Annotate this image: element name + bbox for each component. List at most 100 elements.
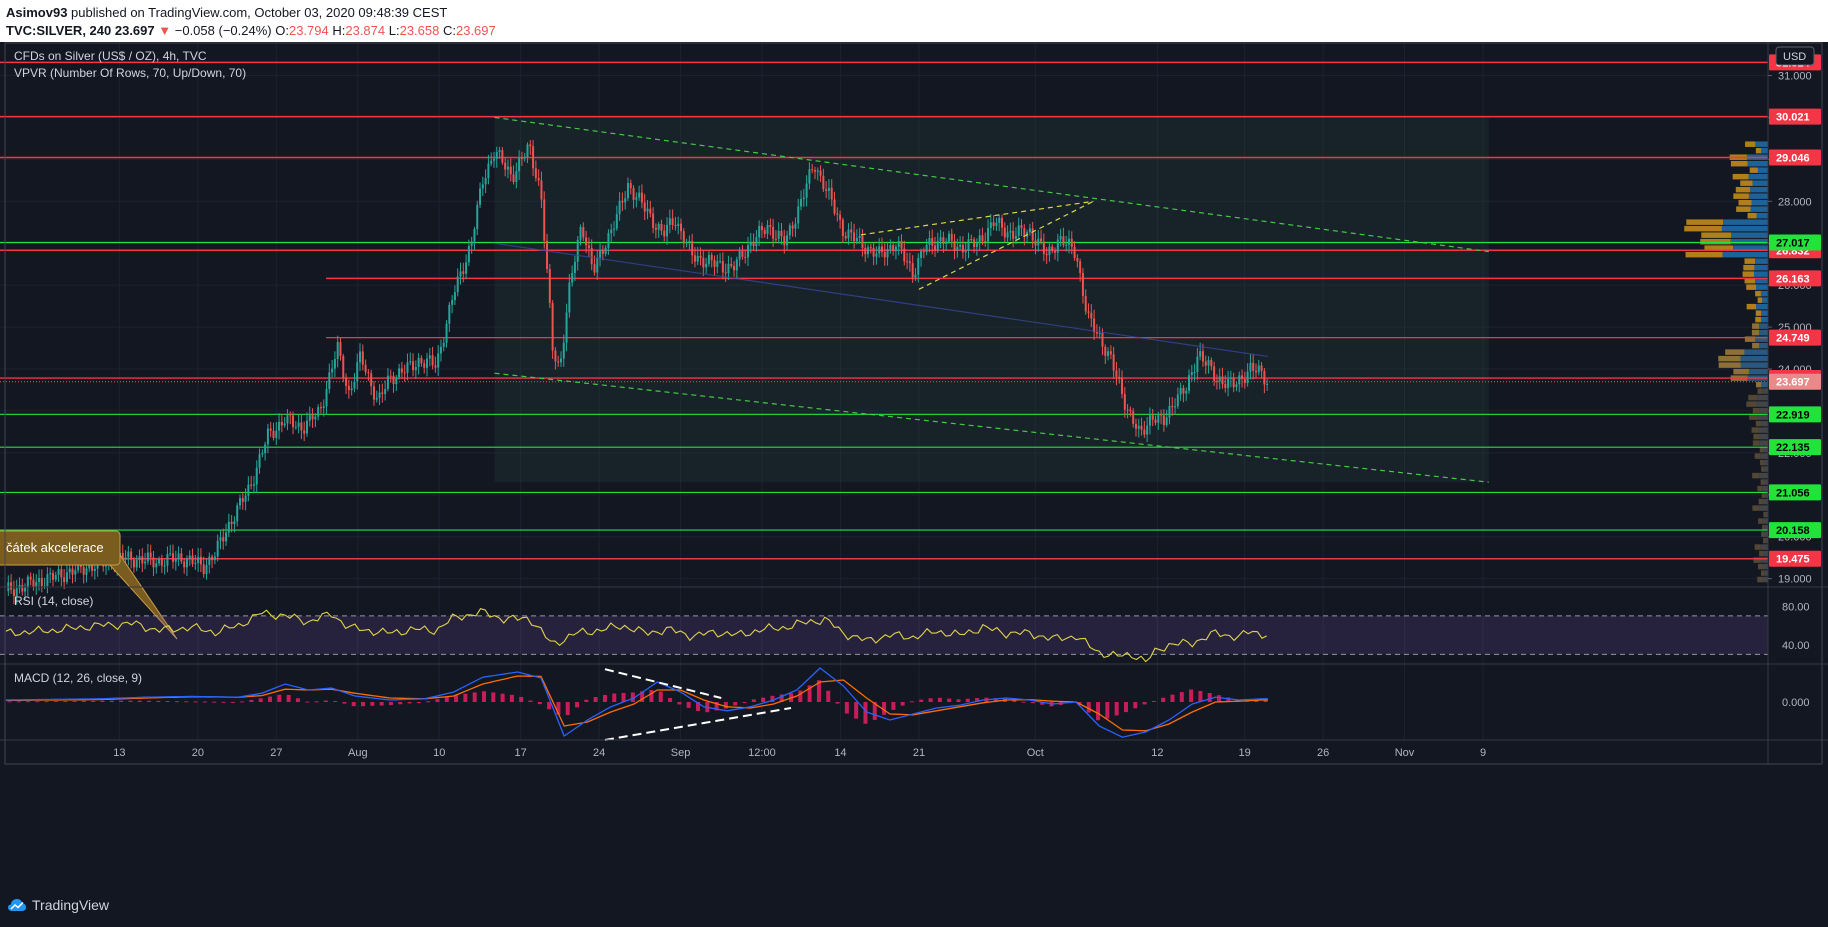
author-name[interactable]: Asimov93 bbox=[6, 5, 68, 20]
candle-body bbox=[364, 364, 367, 373]
macd-histogram-bar bbox=[798, 690, 803, 702]
candle-body bbox=[1059, 236, 1062, 240]
vpvr-bar-down bbox=[1755, 316, 1761, 323]
vpvr-bar-up bbox=[1762, 576, 1768, 583]
candle-body bbox=[453, 292, 456, 300]
candle-body bbox=[883, 251, 886, 258]
chart-background bbox=[0, 42, 1828, 885]
candle-body bbox=[864, 247, 867, 255]
candle-body bbox=[607, 233, 610, 248]
candle-body bbox=[1076, 257, 1079, 262]
candle-body bbox=[610, 229, 613, 234]
candle-body bbox=[311, 413, 314, 420]
candle-body bbox=[1243, 378, 1246, 383]
candle-body bbox=[1028, 228, 1031, 233]
time-tick-label: Sep bbox=[671, 747, 691, 759]
last-price: 23.697 bbox=[114, 23, 155, 38]
candle-body bbox=[350, 388, 353, 391]
vpvr-bar-up bbox=[1748, 368, 1768, 375]
candle-body bbox=[325, 389, 328, 407]
candle-body bbox=[1014, 235, 1017, 239]
candle-body bbox=[1140, 425, 1143, 430]
macd-histogram-bar bbox=[407, 702, 412, 704]
macd-histogram-bar bbox=[230, 701, 235, 703]
macd-histogram-bar bbox=[156, 700, 161, 702]
candle-body bbox=[512, 174, 515, 182]
time-tick-label: 10 bbox=[433, 747, 445, 759]
macd-histogram-bar bbox=[807, 685, 812, 702]
time-tick-label: 21 bbox=[913, 747, 925, 759]
level-label-bg bbox=[1769, 550, 1821, 567]
vpvr-bar-down bbox=[1757, 563, 1763, 570]
candle-body bbox=[903, 248, 906, 262]
candle-body bbox=[724, 272, 727, 274]
candle-body bbox=[836, 213, 839, 215]
macd-histogram-bar bbox=[268, 696, 273, 702]
macd-histogram-bar bbox=[1189, 689, 1194, 702]
macd-histogram-bar bbox=[630, 692, 635, 702]
wedge-upper-line bbox=[860, 200, 1094, 236]
macd-histogram-bar bbox=[1217, 695, 1222, 702]
vpvr-bar-up bbox=[1759, 342, 1768, 349]
candle-body bbox=[289, 413, 292, 416]
candle-body bbox=[934, 245, 937, 251]
macd-histogram-bar bbox=[416, 702, 421, 703]
annotation-callout[interactable]: čátek akcelerace bbox=[0, 530, 178, 640]
candle-body bbox=[1210, 360, 1213, 367]
candle-body bbox=[914, 274, 917, 278]
vpvr-bar-down bbox=[1740, 180, 1753, 186]
candle-body bbox=[880, 246, 883, 252]
candle-body bbox=[562, 342, 565, 359]
macd-histogram-bar bbox=[658, 691, 663, 702]
candle-body bbox=[21, 584, 24, 592]
candle-body bbox=[353, 381, 356, 389]
currency-box bbox=[1775, 46, 1815, 66]
candle-body bbox=[264, 444, 267, 454]
candle-body bbox=[1129, 409, 1132, 412]
candle-body bbox=[250, 484, 253, 486]
vpvr-bar-down bbox=[1759, 550, 1764, 557]
vpvr-bar-up bbox=[1759, 407, 1768, 414]
close-value: 23.697 bbox=[455, 23, 496, 38]
candle-body bbox=[585, 237, 588, 246]
candle-body bbox=[506, 166, 509, 170]
macd-histogram-bar bbox=[277, 694, 282, 702]
vpvr-bar-down bbox=[1751, 329, 1760, 336]
vpvr-bar-up bbox=[1755, 336, 1768, 342]
chart-area[interactable]: čátek akcelerace 19.00020.00021.00022.00… bbox=[0, 42, 1828, 885]
candle-body bbox=[1241, 375, 1244, 379]
candle-body bbox=[121, 552, 124, 560]
currency-button[interactable]: USD bbox=[1775, 46, 1815, 66]
candle-body bbox=[252, 484, 255, 486]
vpvr-bar-down bbox=[1746, 303, 1757, 310]
candle-body bbox=[816, 170, 819, 172]
level-label: 23.697 bbox=[1776, 377, 1810, 389]
candle-body bbox=[60, 569, 63, 578]
vpvr-bar-up bbox=[1760, 316, 1768, 323]
candle-body bbox=[702, 257, 705, 268]
trend-lines[interactable] bbox=[494, 116, 1489, 483]
vpvr-bar-down bbox=[1730, 160, 1748, 167]
time-axis[interactable]: 13 20 27 Aug 10 17 24 Sep 12:00 14 21 Oct 12 19 26 Nov 9 bbox=[113, 747, 1486, 759]
candle-body bbox=[680, 223, 683, 232]
candle-body bbox=[615, 214, 618, 229]
candle-body bbox=[1132, 411, 1135, 424]
candle-body bbox=[82, 566, 85, 575]
macd-histogram-bar bbox=[1151, 701, 1156, 703]
candle-body bbox=[629, 183, 632, 189]
vpvr-bar-down bbox=[1701, 232, 1732, 238]
candle-body bbox=[987, 228, 990, 242]
vpvr-bar-up bbox=[1756, 401, 1768, 407]
tradingview-logo[interactable]: TradingView bbox=[8, 897, 109, 913]
candle-body bbox=[437, 353, 440, 368]
candle-body bbox=[1056, 239, 1059, 253]
macd-histogram-bar bbox=[640, 691, 645, 702]
candle-body bbox=[1146, 425, 1149, 435]
macd-histogram-bar bbox=[528, 700, 533, 702]
candle-body bbox=[953, 240, 956, 251]
candle-body bbox=[984, 241, 987, 243]
candle-body bbox=[322, 406, 325, 409]
level-label: 27.017 bbox=[1776, 238, 1810, 250]
candle-body bbox=[1257, 365, 1260, 373]
macd-histogram-bar bbox=[361, 702, 366, 707]
